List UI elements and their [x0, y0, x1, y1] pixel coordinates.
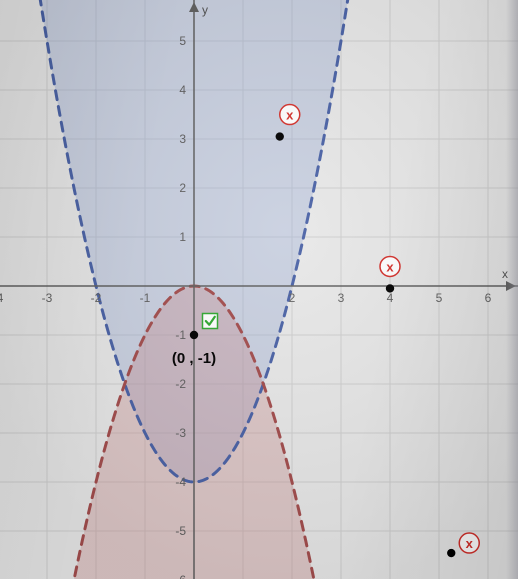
y-tick-label: 1	[179, 230, 186, 244]
x-tick-label: 3	[338, 291, 345, 305]
x-tick-label: -3	[42, 291, 53, 305]
y-tick-label: -1	[175, 328, 186, 342]
graph-container: xy-4-3-2-123456-6-5-4-3-2-1123456(0 , -1…	[0, 0, 518, 579]
point-label: (0 , -1)	[172, 350, 216, 367]
point-dot	[276, 132, 284, 140]
x-tick-label: 4	[387, 291, 394, 305]
x-tick-label: 5	[436, 291, 443, 305]
x-tick-label: -2	[91, 291, 102, 305]
wrong-marker-x: x	[466, 536, 474, 551]
y-tick-label: -4	[175, 475, 186, 489]
y-tick-label: 4	[179, 83, 186, 97]
x-axis-label: x	[502, 267, 508, 281]
point-dot	[190, 331, 198, 339]
y-tick-label: 5	[179, 34, 186, 48]
point-dot	[386, 284, 394, 292]
coordinate-plane: xy-4-3-2-123456-6-5-4-3-2-1123456(0 , -1…	[0, 0, 518, 579]
point-dot	[447, 549, 455, 557]
x-tick-label: -1	[140, 291, 151, 305]
y-axis-label: y	[202, 3, 208, 17]
x-tick-label: 2	[289, 291, 296, 305]
y-tick-label: 2	[179, 181, 186, 195]
wrong-marker-x: x	[286, 108, 294, 123]
x-tick-label: -4	[0, 291, 4, 305]
y-tick-label: 3	[179, 132, 186, 146]
y-tick-label: -5	[175, 524, 186, 538]
wrong-marker-x: x	[386, 259, 394, 274]
y-tick-label: -2	[175, 377, 186, 391]
x-tick-label: 6	[485, 291, 492, 305]
y-tick-label: -3	[175, 426, 186, 440]
y-tick-label: -6	[175, 573, 186, 579]
